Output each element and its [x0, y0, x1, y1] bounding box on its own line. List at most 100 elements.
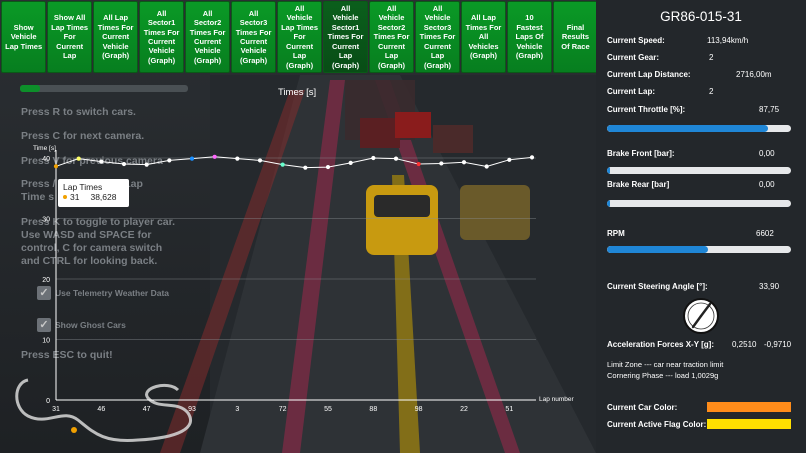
flag-color-label: Current Active Flag Color: [607, 420, 707, 429]
x-tick-label: 93 [188, 406, 196, 413]
data-point-4 [144, 162, 149, 167]
y-tick-label: 40 [42, 156, 50, 163]
x-tick-label: 98 [415, 406, 423, 413]
steering-angle-label: Current Steering Angle [°]: [607, 282, 708, 291]
data-point-1 [76, 156, 81, 161]
tooltip-row: 31 38,628 [63, 192, 124, 202]
telemetry-weather-label: Use Telemetry Weather Data [55, 288, 170, 298]
data-point-2 [99, 159, 104, 164]
rpm-value: 6602 [756, 229, 774, 238]
toolbar-button-3[interactable]: All Lap Times For Current Vehicle (Graph… [92, 1, 139, 73]
tooltip-lap: 31 [70, 192, 80, 202]
brake-rear-label: Brake Rear [bar] [607, 180, 670, 189]
telemetry-weather-checkbox[interactable]: ✓ Use Telemetry Weather Data [37, 286, 169, 300]
current-lap-label: Current Lap: [607, 87, 655, 96]
data-point-18 [461, 160, 467, 165]
throttle-bar [607, 125, 791, 132]
x-tick-label: 22 [460, 406, 468, 413]
car-color-swatch [707, 402, 791, 412]
data-point-14 [371, 155, 376, 161]
toolbar-button-4[interactable]: All Sector1 Times For Current Vehicle (G… [138, 1, 185, 73]
data-point-0 [53, 164, 59, 169]
toolbar-button-8[interactable]: All Vehicle Sector1 Times For Current La… [322, 1, 369, 73]
y-tick-label: 20 [42, 277, 50, 284]
car-color-label: Current Car Color: [607, 403, 678, 412]
x-tick-label: 55 [324, 406, 332, 413]
x-tick-label: 47 [143, 406, 151, 413]
checkbox-check-icon[interactable]: ✓ [37, 286, 51, 300]
brake-front-value: 0,00 [759, 149, 775, 158]
gear-value: 2 [709, 53, 714, 62]
speed-value: 113,94km/h [707, 36, 749, 45]
y-tick-label: 0 [46, 398, 50, 405]
brake-rear-value: 0,00 [759, 180, 775, 189]
checkbox-check-icon[interactable]: ✓ [37, 318, 51, 332]
telemetry-panel: GR86-015-31 Current Speed: 113,94km/h Cu… [596, 0, 806, 453]
brake-front-bar [607, 167, 791, 174]
series-line-lap-times [55, 156, 533, 169]
data-point-8 [235, 156, 240, 161]
x-tick-label: 88 [369, 406, 377, 413]
ghost-cars-checkbox[interactable]: ✓ Show Ghost Cars [37, 318, 126, 332]
accel-forces-label: Acceleration Forces X-Y [g]: [607, 340, 714, 349]
limit-zone-text: Limit Zone --- car near traction limit [607, 360, 724, 369]
x-axis-label: Lap number [539, 396, 574, 403]
toolbar-button-10[interactable]: All Vehicle Sector3 Times For Current La… [414, 1, 461, 73]
brake-front-label: Brake Front [bar]: [607, 149, 675, 158]
x-tick-label: 31 [52, 406, 60, 413]
toolbar: Show Vehicle Lap Times Show All Lap Times… [1, 1, 599, 73]
data-point-13 [348, 160, 353, 165]
data-point-16 [416, 161, 421, 167]
toolbar-button-7[interactable]: All Vehicle Lap Times For Current Lap (G… [276, 1, 323, 73]
ghost-cars-label: Show Ghost Cars [55, 320, 126, 330]
toolbar-button-6[interactable]: All Sector3 Times For Current Vehicle (G… [230, 1, 277, 73]
steering-wheel-icon [683, 298, 719, 334]
toolbar-button-11[interactable]: All Lap Times For All Vehicles (Graph) [460, 1, 507, 73]
rpm-bar-fill [607, 246, 709, 253]
toolbar-button-5[interactable]: All Sector2 Times For Current Vehicle (G… [184, 1, 231, 73]
toolbar-button-2[interactable]: Show All Lap Times For Current Lap [46, 1, 93, 73]
throttle-label: Current Throttle [%]: [607, 105, 686, 114]
help-switch-cars: Press R to switch cars. [21, 106, 136, 118]
chart-title: Times [s] [278, 87, 317, 98]
speed-label: Current Speed: [607, 36, 665, 45]
car-id-title: GR86-015-31 [660, 9, 742, 24]
throttle-value: 87,75 [759, 105, 780, 114]
y-tick-label: 30 [42, 217, 50, 224]
brake-rear-bar-fill [607, 200, 610, 207]
toolbar-button-12[interactable]: 10 Fastest Laps Of Vehicle (Graph) [506, 1, 553, 73]
x-tick-label: 72 [279, 406, 287, 413]
tooltip-title: Lap Times [63, 182, 103, 192]
rpm-label: RPM [607, 229, 625, 238]
data-point-20 [507, 157, 512, 162]
chart-tooltip: Lap Times 31 38,628 [58, 179, 129, 207]
track-minimap [15, 378, 192, 442]
rpm-bar [607, 246, 791, 253]
loading-progress-bar [20, 85, 188, 92]
help-player-car-controls: Press K to toggle to player car. Use WAS… [21, 216, 176, 267]
data-point-17 [439, 161, 444, 166]
data-point-11 [303, 165, 308, 170]
steering-angle-value: 33,90 [759, 282, 780, 291]
data-point-3 [121, 161, 127, 167]
loading-progress-fill [20, 85, 41, 92]
data-point-21 [529, 155, 535, 160]
brake-rear-bar [607, 200, 791, 207]
accel-y-value: -0,9710 [764, 340, 792, 349]
brake-front-bar-fill [607, 167, 610, 174]
data-point-15 [393, 156, 399, 161]
flag-color-swatch [707, 419, 791, 429]
help-quit: Press ESC to quit! [21, 349, 113, 361]
toolbar-button-1[interactable]: Show Vehicle Lap Times [1, 1, 47, 73]
toolbar-button-9[interactable]: All Vehicle Sector2 Times For Current La… [368, 1, 415, 73]
current-lap-value: 2 [709, 87, 714, 96]
data-point-5 [167, 158, 172, 163]
lap-times-chart: 0 10 20 30 40 31 46 47 93 3 72 55 88 98 22 51 [42, 150, 536, 413]
race-scene-background [0, 0, 596, 453]
accel-x-value: 0,2510 [732, 340, 757, 349]
lap-distance-value: 2716,00m [736, 70, 772, 79]
data-point-9 [257, 158, 263, 163]
cornering-phase-text: Cornering Phase --- load 1,0029g [607, 371, 719, 380]
tooltip-value: 38,628 [90, 192, 117, 202]
data-point-19 [484, 164, 489, 169]
